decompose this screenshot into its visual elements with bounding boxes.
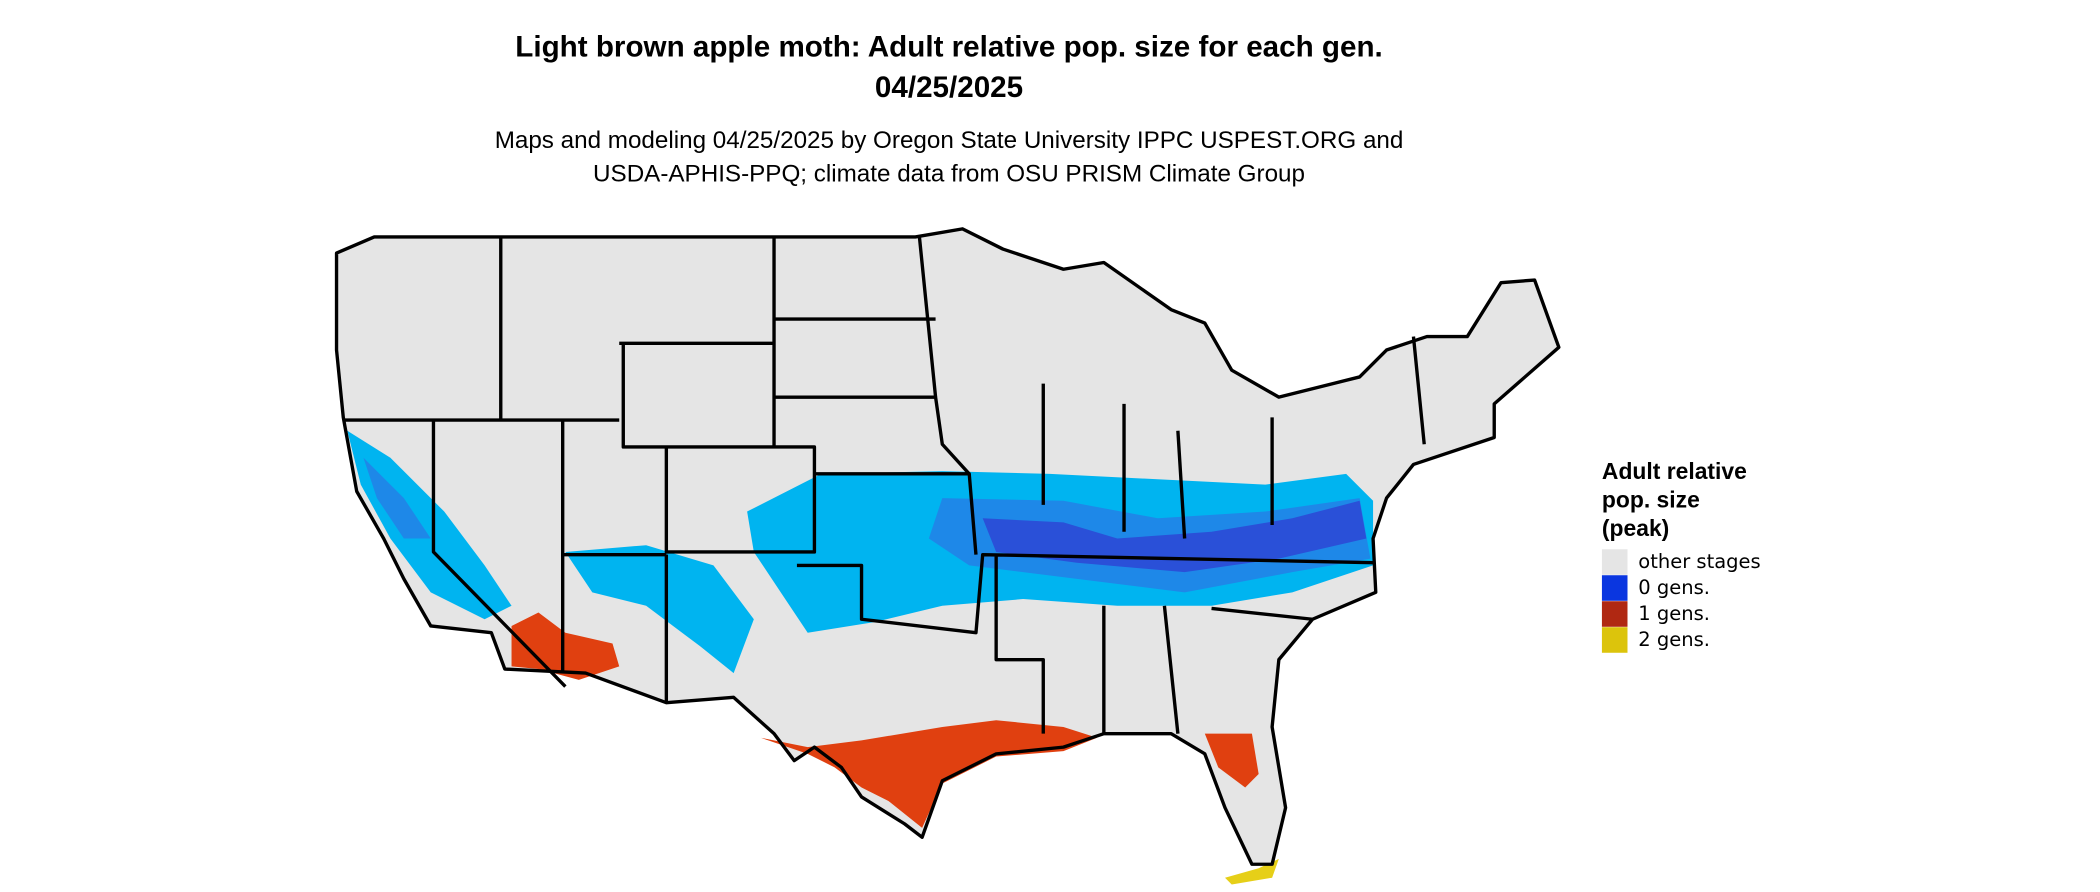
subtitle-line: Maps and modeling 04/25/2025 by Oregon S… bbox=[495, 127, 1404, 154]
area bbox=[363, 457, 431, 539]
area bbox=[760, 720, 1098, 828]
region-red bbox=[511, 612, 1259, 828]
region-dark-blue bbox=[982, 500, 1367, 573]
legend-swatch bbox=[1601, 549, 1628, 575]
area bbox=[511, 612, 620, 680]
area bbox=[347, 430, 512, 620]
state-boundaries bbox=[334, 227, 1561, 866]
boundary bbox=[343, 236, 1426, 734]
us-map bbox=[334, 227, 1561, 885]
boundary bbox=[334, 227, 1561, 866]
legend-title-line: (peak) bbox=[1602, 515, 1669, 541]
legend-label: 1 gens. bbox=[1638, 602, 1710, 625]
legend-label: 0 gens. bbox=[1638, 576, 1710, 599]
subtitle-line: USDA-APHIS-PPQ; climate data from OSU PR… bbox=[593, 161, 1305, 188]
legend-label: other stages bbox=[1638, 550, 1760, 573]
legend-swatch bbox=[1601, 601, 1628, 627]
area bbox=[982, 500, 1367, 573]
title-line: Light brown apple moth: Adult relative p… bbox=[515, 31, 1383, 64]
legend-swatch bbox=[1601, 627, 1628, 653]
legend-title-line: pop. size bbox=[1602, 487, 1700, 513]
area bbox=[1204, 733, 1259, 788]
title-line: 04/25/2025 bbox=[875, 71, 1023, 104]
legend-title-line: Adult relative bbox=[1602, 458, 1747, 484]
area bbox=[565, 545, 754, 674]
title: Light brown apple moth: Adult relative p… bbox=[495, 31, 1404, 188]
legend-label: 2 gens. bbox=[1638, 628, 1710, 651]
legend: Adult relative pop. size(peak) other stage… bbox=[1601, 458, 1761, 653]
legend-swatch bbox=[1601, 575, 1628, 601]
